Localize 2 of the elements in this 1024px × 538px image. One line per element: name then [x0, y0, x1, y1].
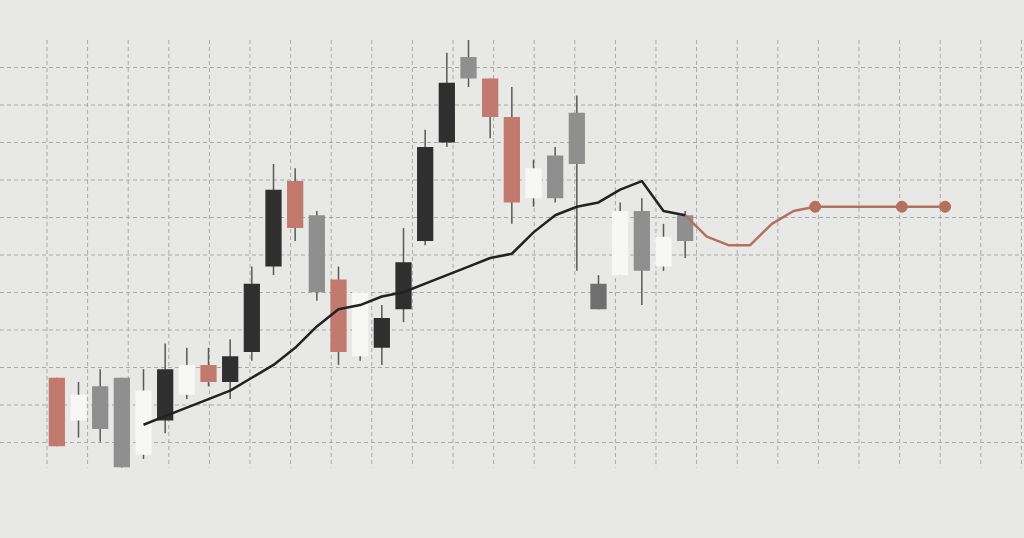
candlestick — [200, 347, 217, 388]
candlestick — [460, 39, 477, 88]
